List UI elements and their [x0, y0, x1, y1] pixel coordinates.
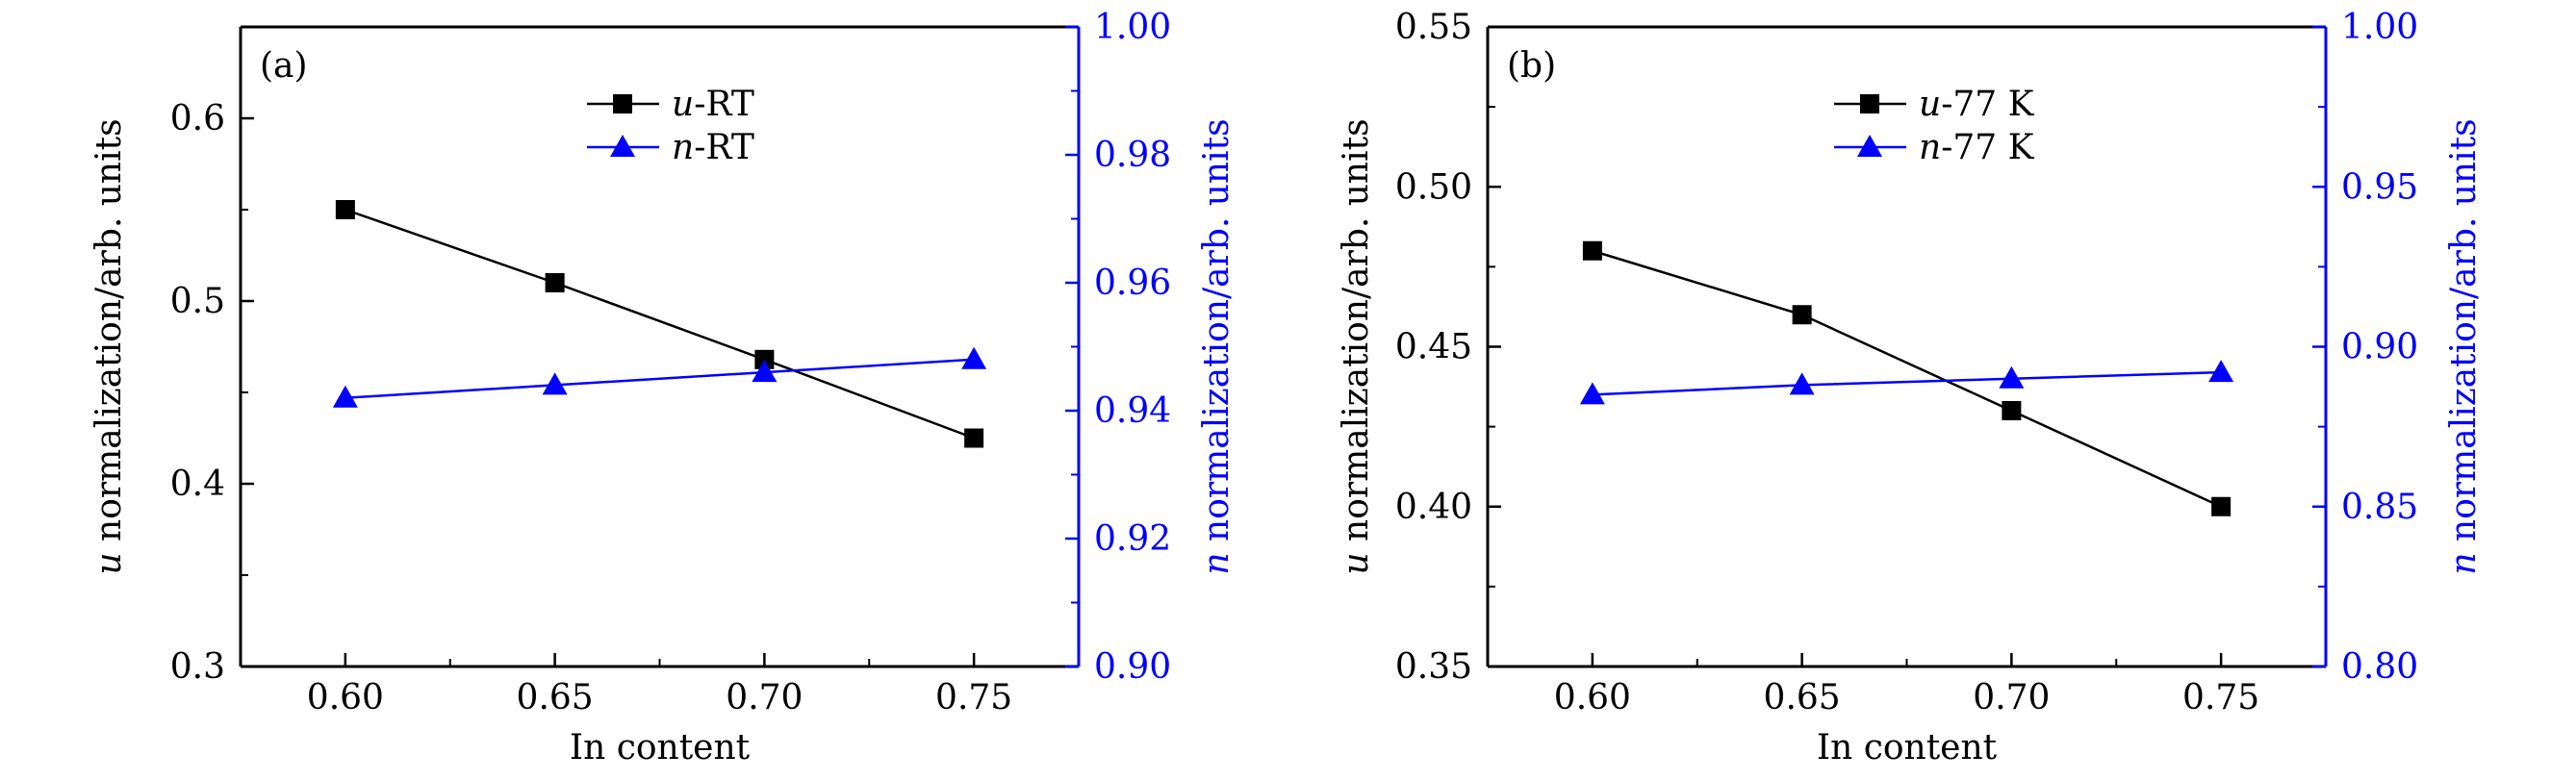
y-right-tick-label: 0.95 [2341, 167, 2418, 207]
series-0 [1582, 240, 2232, 516]
x-tick-label: 0.75 [2182, 678, 2259, 717]
y-left-tick-label: 0.6 [170, 99, 225, 138]
y-right-tick-label: 0.85 [2341, 488, 2418, 527]
x-tick-label: 0.65 [517, 678, 594, 717]
data-point [1789, 372, 1815, 395]
y-right-tick-label: 0.98 [1094, 136, 1171, 175]
x-tick-label: 0.70 [726, 678, 803, 717]
data-point [961, 346, 987, 369]
y-left-tick-label: 0.50 [1395, 167, 1472, 207]
data-point [964, 428, 984, 448]
x-tick-label: 0.75 [935, 678, 1012, 717]
x-tick-label: 0.60 [1554, 678, 1631, 717]
series-0 [335, 200, 984, 448]
y-left-tick-label: 0.55 [1395, 8, 1472, 47]
y-right-tick-label: 0.90 [2341, 328, 2418, 367]
y-right-axis-label: n normalization/arb. units [1197, 118, 1237, 574]
legend-marker [1860, 94, 1879, 113]
y-right-tick-label: 0.96 [1094, 264, 1171, 303]
series-1 [332, 346, 987, 408]
legend-label: n-RT [672, 128, 754, 167]
y-right-tick-label: 1.00 [1094, 8, 1171, 47]
legend-marker [610, 135, 635, 157]
data-point [542, 372, 568, 395]
data-point [335, 200, 355, 219]
legend-marker [1857, 135, 1882, 157]
legend: u-RT n-RT [587, 85, 754, 167]
y-right-tick-label: 0.94 [1094, 391, 1171, 431]
panel-label: (b) [1507, 46, 1556, 86]
chart-panel-1: 0.60 0.65 0.70 0.75 0.35 0.40 0.45 0.50 0.55 0.80… [1337, 8, 2484, 767]
data-point [545, 273, 565, 292]
y-left-tick-label: 0.45 [1395, 328, 1472, 367]
y-left-axis-label: u normalization/arb. units [89, 118, 129, 574]
y-right-tick-label: 0.90 [1094, 647, 1171, 687]
series-1 [1579, 360, 2234, 405]
series-line [344, 358, 975, 399]
y-right-tick-label: 1.00 [2341, 8, 2418, 47]
y-left-tick-label: 0.5 [170, 282, 225, 321]
series-line [344, 208, 975, 440]
y-left-tick-label: 0.3 [170, 647, 225, 687]
x-tick-label: 0.60 [307, 678, 384, 717]
y-right-axis-label: n normalization/arb. units [2444, 118, 2484, 574]
chart-panel-0: 0.60 0.65 0.70 0.75 0.3 0.4 0.5 0.6 0.90 0.92 0.94… [89, 8, 1237, 767]
y-right-tick-label: 0.80 [2341, 647, 2418, 687]
y-left-axis-label: u normalization/arb. units [1337, 118, 1376, 574]
panel-label: (a) [260, 46, 308, 86]
y-left-tick-label: 0.40 [1395, 488, 1472, 527]
data-point [2211, 496, 2232, 516]
y-left-tick-label: 0.4 [170, 465, 225, 504]
legend-label: u-77 K [1919, 85, 2035, 124]
data-point [2002, 401, 2022, 420]
data-point [752, 360, 778, 383]
x-tick-label: 0.65 [1764, 678, 1841, 717]
data-point [332, 385, 358, 408]
series-line [1592, 370, 2222, 396]
data-point [1579, 382, 1605, 405]
data-point [2208, 360, 2234, 383]
data-point [754, 349, 775, 369]
data-point [1999, 365, 2025, 389]
legend: u-77 K n-77 K [1834, 85, 2035, 167]
y-left-tick-label: 0.35 [1395, 647, 1472, 687]
legend-label: u-RT [672, 85, 754, 124]
y-right-tick-label: 0.92 [1094, 519, 1171, 559]
x-tick-label: 0.70 [1973, 678, 2050, 717]
data-point [1582, 240, 1602, 261]
x-axis-label: In content [570, 728, 751, 767]
legend-marker [613, 94, 632, 113]
x-axis-label: In content [1817, 728, 1998, 767]
legend-label: n-77 K [1919, 128, 2035, 167]
series-line [1592, 249, 2222, 508]
data-point [1792, 305, 1812, 325]
